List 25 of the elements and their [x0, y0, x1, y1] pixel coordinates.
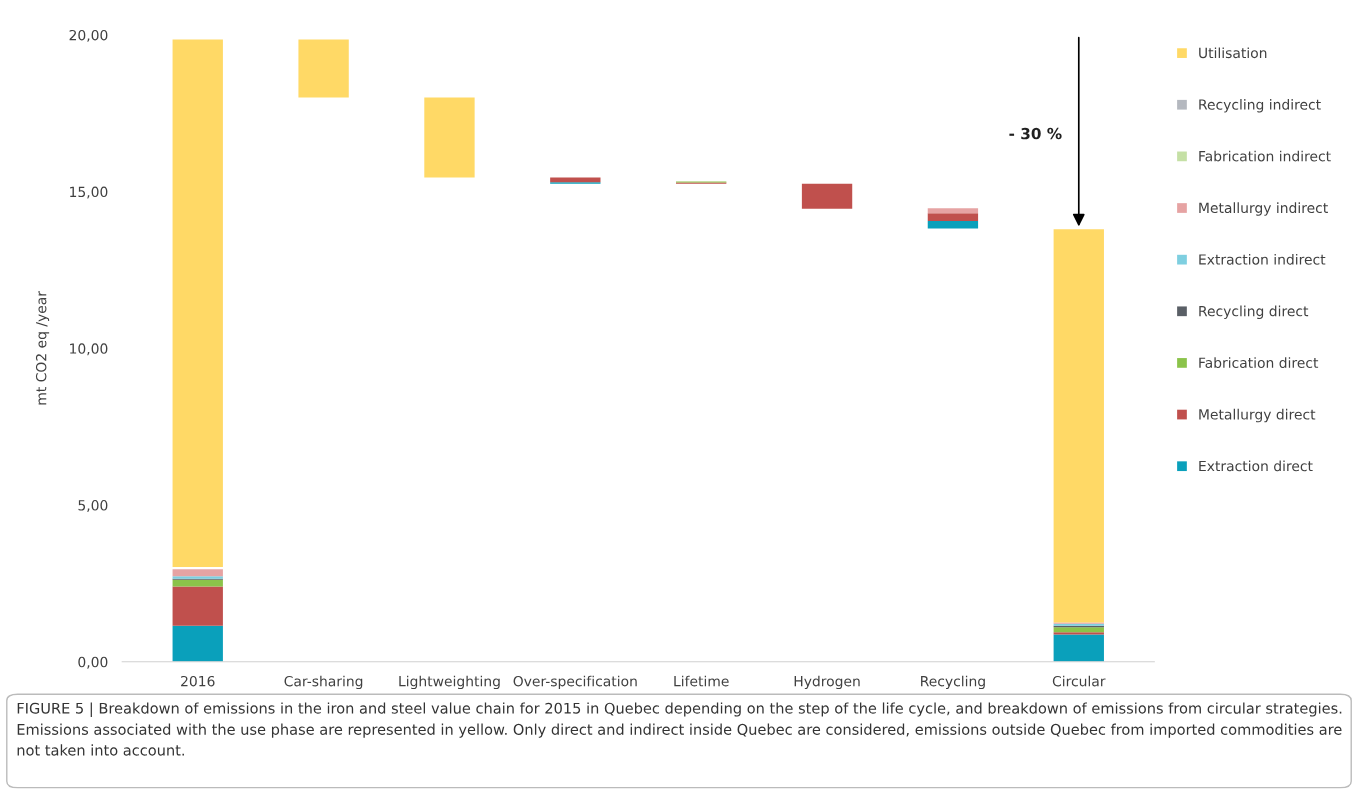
legend-label: Extraction direct [1199, 460, 1313, 472]
legend-label: Fabrication indirect [1199, 150, 1331, 162]
legend-label: Recycling direct [1199, 305, 1309, 320]
legend-label: Metallurgy direct [1199, 408, 1316, 423]
caption: FIGURE 5 | Breakdown of emissions in the iron and steel value chain for 2015 in Quebec depending on the step of the life cycle, and breakdown of emissions from circular strategies. Emissions associated with the use phase are represented in yellow. Only direct and indirect inside Quebec are considered, emissions outside Quebec from imported commodities are not taken into account. [17, 702, 1342, 756]
y-axis-title: mt CO2 eq /year [35, 290, 50, 405]
x-tick-label: Lifetime [674, 675, 729, 687]
y-tick-label: 15,00 [70, 186, 108, 199]
legend-label: Recycling indirect [1199, 99, 1321, 113]
y-tick-label: 20,00 [69, 29, 108, 42]
legend-label: Metallurgy indirect [1199, 202, 1328, 216]
x-tick-label: Hydrogen [794, 675, 860, 690]
x-tick-label: Over-specification [513, 675, 637, 690]
y-tick-label: 0,00 [78, 656, 108, 669]
x-tick-label: 2016 [181, 675, 215, 687]
x-tick-label: Lightweighting [399, 675, 500, 690]
legend-label: Fabrication direct [1199, 357, 1319, 368]
x-tick-label: Recycling [921, 675, 985, 690]
y-tick-label: 10,00 [70, 343, 108, 356]
legend-label: Extraction indirect [1199, 253, 1326, 265]
y-tick-label: 5,00 [78, 500, 108, 512]
x-tick-label: Circular [1052, 675, 1106, 687]
annotation: - 30 % [1009, 127, 1062, 140]
x-tick-label: Car-sharing [284, 675, 363, 690]
legend-label: Utilisation [1199, 47, 1267, 59]
